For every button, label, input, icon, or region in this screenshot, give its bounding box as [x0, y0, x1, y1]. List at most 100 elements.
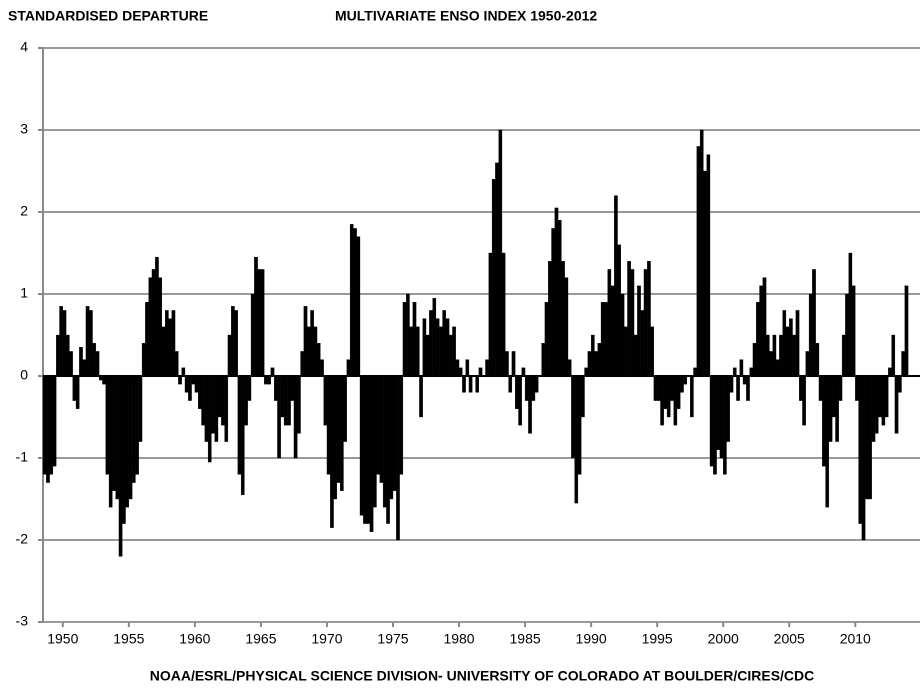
bar: [122, 375, 126, 524]
bar: [465, 359, 470, 377]
bar: [581, 375, 585, 418]
bar: [822, 375, 826, 467]
bar: [633, 334, 638, 377]
bar: [108, 375, 113, 508]
bar: [290, 375, 295, 401]
bar: [765, 334, 770, 377]
bar: [749, 367, 754, 377]
bar: [653, 375, 658, 401]
bar: [726, 375, 730, 442]
bar: [590, 334, 595, 377]
bar: [224, 375, 229, 442]
bar: [442, 310, 446, 377]
bar: [587, 351, 592, 377]
bar: [201, 375, 205, 426]
bar: [297, 375, 301, 434]
bar: [650, 326, 655, 377]
y-tick-label: 0: [20, 367, 28, 383]
bar: [699, 129, 704, 377]
bar: [270, 367, 275, 377]
bar: [468, 375, 473, 393]
bar: [795, 310, 800, 377]
bar: [273, 375, 278, 401]
bar: [561, 261, 565, 377]
bar: [531, 375, 536, 401]
bar: [637, 285, 641, 377]
bar: [719, 375, 724, 459]
bar: [254, 256, 258, 377]
bar: [832, 375, 836, 418]
bar: [557, 220, 562, 377]
bar: [132, 375, 136, 483]
bar: [742, 375, 747, 385]
bar: [723, 375, 727, 475]
bar: [756, 302, 760, 377]
bar: [567, 359, 572, 377]
bar: [402, 302, 407, 377]
bar: [277, 375, 281, 459]
bar: [769, 351, 773, 377]
bar: [521, 367, 526, 377]
bar: [85, 306, 90, 377]
bar: [399, 375, 404, 475]
bar: [657, 375, 661, 401]
bar: [600, 302, 605, 377]
bar: [184, 375, 189, 393]
bar: [379, 375, 384, 483]
y-tick-label: -1: [16, 449, 29, 465]
bar: [439, 326, 443, 377]
bar: [46, 375, 50, 483]
bar: [894, 375, 899, 434]
bar: [901, 351, 905, 377]
bar: [805, 351, 810, 377]
bar: [690, 375, 694, 418]
bar: [343, 375, 347, 442]
bar: [141, 343, 146, 377]
bar: [171, 310, 176, 377]
bar: [247, 375, 252, 401]
bar: [320, 359, 324, 377]
bar: [409, 326, 413, 377]
bar: [82, 359, 87, 377]
bar: [881, 375, 886, 426]
bar: [165, 310, 169, 377]
bar: [244, 375, 248, 426]
bar: [92, 343, 96, 377]
bar: [425, 334, 430, 377]
bar: [729, 375, 734, 393]
y-tick-label: 3: [20, 121, 28, 137]
bar: [69, 351, 73, 377]
bar: [815, 343, 820, 377]
bar: [673, 375, 678, 426]
bar: [42, 375, 47, 475]
bar: [548, 261, 552, 377]
bar: [660, 375, 664, 426]
bar: [353, 228, 357, 377]
y-tick-label: -2: [16, 531, 29, 547]
bar: [696, 146, 701, 377]
x-tick-label: 1995: [642, 631, 673, 647]
bar: [326, 375, 331, 475]
bar: [330, 375, 334, 528]
bar: [349, 224, 354, 377]
bar: [65, 334, 70, 377]
bar: [231, 306, 235, 377]
bar: [62, 310, 67, 377]
bar: [858, 375, 863, 524]
x-tick-label: 1975: [377, 631, 408, 647]
x-tick-label: 1980: [443, 631, 474, 647]
bar: [422, 318, 427, 377]
bar: [597, 343, 602, 377]
bar: [112, 375, 116, 491]
bar: [240, 375, 245, 496]
bar: [448, 334, 453, 377]
bar: [511, 351, 516, 377]
bar: [716, 375, 721, 450]
bar: [709, 375, 714, 467]
bar: [825, 375, 830, 508]
bar: [366, 375, 371, 524]
bar: [683, 375, 688, 385]
bar: [396, 375, 400, 541]
bar: [75, 375, 80, 409]
